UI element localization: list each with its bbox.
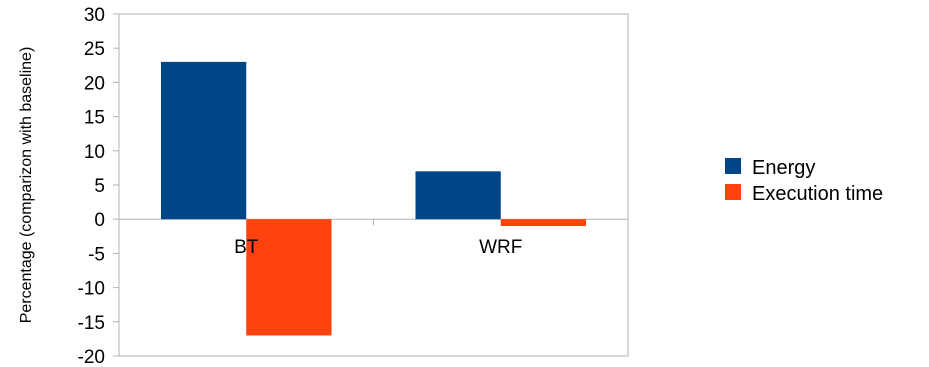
y-tick-label: 0 [94,210,105,231]
y-tick-label: 25 [84,39,105,60]
y-tick-label: -20 [78,347,105,367]
legend-label: Energy [752,157,815,179]
bar-energy [415,171,501,220]
y-tick-label: -15 [78,313,105,334]
y-axis-label: Percentage (comparizon with baseline) [18,47,35,324]
legend-swatch [725,158,741,174]
bar-execution-time [246,219,332,336]
x-category-label: BT [234,237,259,258]
y-tick-label: 20 [84,73,105,94]
plot-area: 30 25 20 15 10 5 0 -5 -10 -15 -20 BT WRF [78,5,629,367]
y-tick-label: 10 [84,142,105,163]
x-category-label: WRF [479,237,522,258]
y-tick-label: -10 [78,279,105,300]
y-tick-label: 30 [84,5,105,26]
legend-label: Execution time [752,183,883,205]
bar-execution-time [500,219,587,227]
y-tick-label: 15 [84,108,105,129]
y-tick-label: -5 [88,244,105,265]
bar-energy [160,61,247,220]
legend: Energy Execution time [725,157,883,205]
y-tick-label: 5 [94,176,105,197]
legend-swatch [725,184,741,200]
